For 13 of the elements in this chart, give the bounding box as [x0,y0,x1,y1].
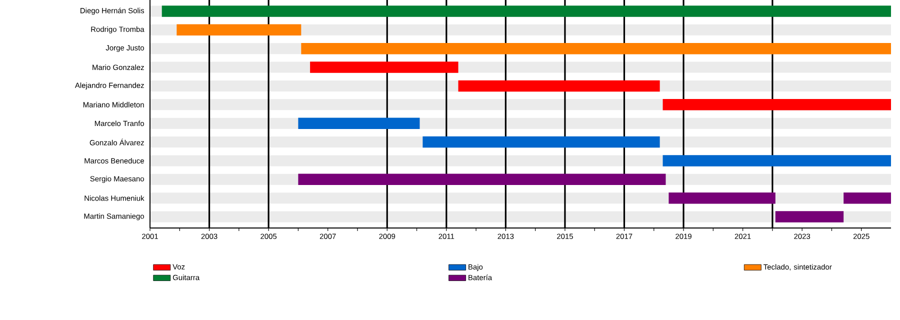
bar [844,192,892,204]
bar [298,118,420,129]
bar [301,42,892,54]
bar [310,62,458,73]
bar [775,211,844,222]
bar [668,192,776,204]
bar [298,174,666,186]
bar [662,99,892,110]
bar [176,24,302,36]
bar [422,136,660,148]
bar [662,155,892,166]
bar [162,6,892,17]
bar [458,80,660,92]
